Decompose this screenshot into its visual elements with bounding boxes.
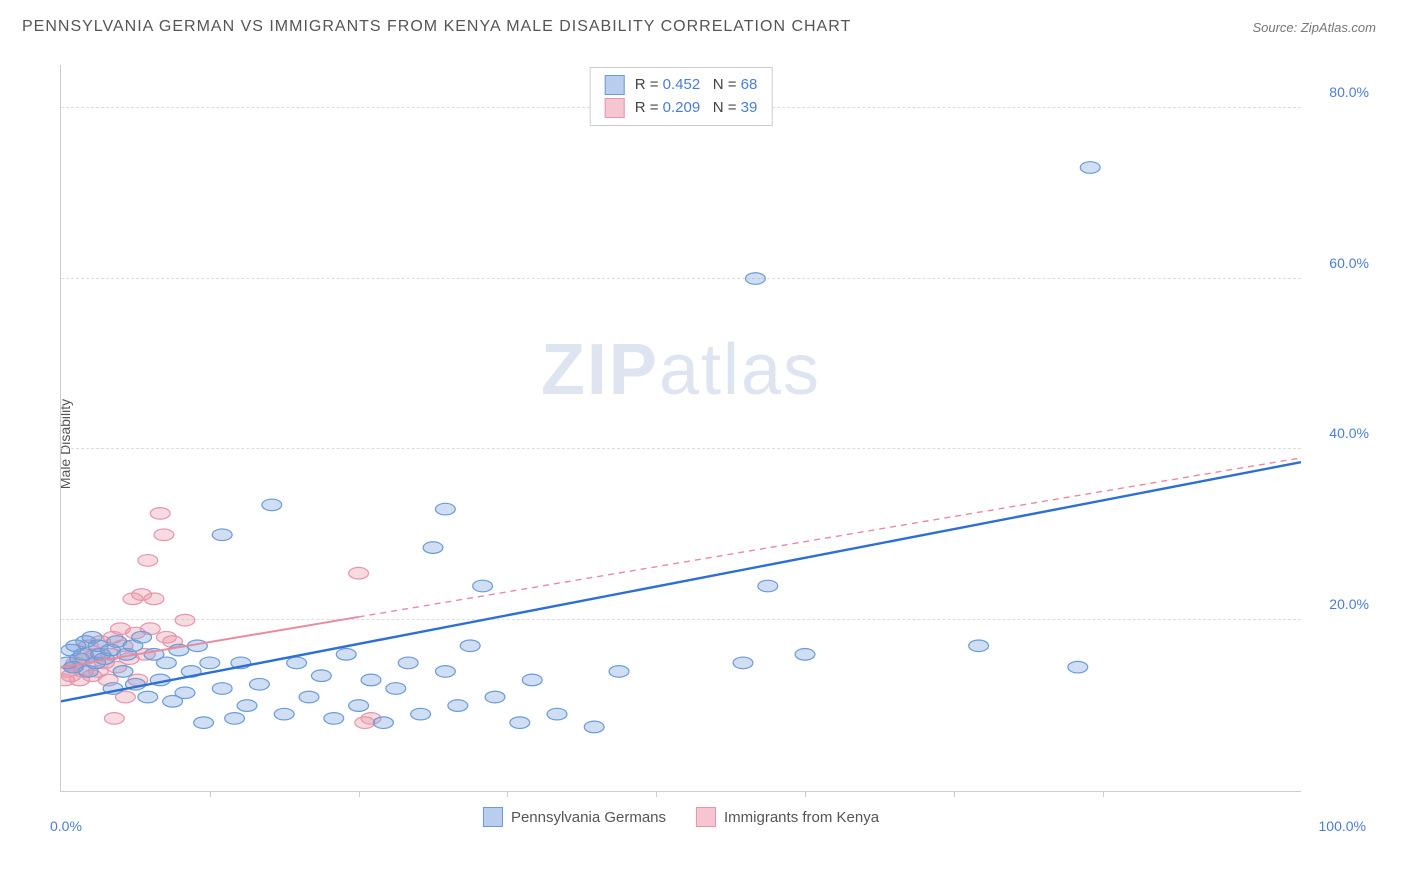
plot-region: ZIPatlas R = 0.452 N = 68R = 0.209 N = 3… bbox=[60, 65, 1301, 792]
series-swatch bbox=[605, 98, 625, 118]
y-tick-label: 80.0% bbox=[1309, 84, 1369, 100]
x-axis-min-label: 0.0% bbox=[50, 818, 82, 834]
y-tick-label: 60.0% bbox=[1309, 255, 1369, 271]
series-swatch bbox=[605, 75, 625, 95]
stats-legend-box: R = 0.452 N = 68R = 0.209 N = 39 bbox=[590, 67, 773, 126]
source-citation: Source: ZipAtlas.com bbox=[1252, 20, 1376, 35]
legend-item: Pennsylvania Germans bbox=[483, 807, 666, 827]
chart-title: PENNSYLVANIA GERMAN VS IMMIGRANTS FROM K… bbox=[22, 18, 851, 36]
legend-item: Immigrants from Kenya bbox=[696, 807, 879, 827]
stats-row: R = 0.209 N = 39 bbox=[605, 97, 758, 120]
stats-row: R = 0.452 N = 68 bbox=[605, 74, 758, 97]
scatter-points bbox=[61, 65, 1301, 791]
y-tick-label: 20.0% bbox=[1309, 596, 1369, 612]
x-axis-max-label: 100.0% bbox=[1319, 818, 1366, 834]
series-swatch bbox=[483, 807, 503, 827]
y-tick-label: 40.0% bbox=[1309, 425, 1369, 441]
chart-area: Male Disability ZIPatlas R = 0.452 N = 6… bbox=[50, 55, 1376, 832]
series-legend: Pennsylvania Germans Immigrants from Keny… bbox=[483, 807, 879, 827]
series-swatch bbox=[696, 807, 716, 827]
